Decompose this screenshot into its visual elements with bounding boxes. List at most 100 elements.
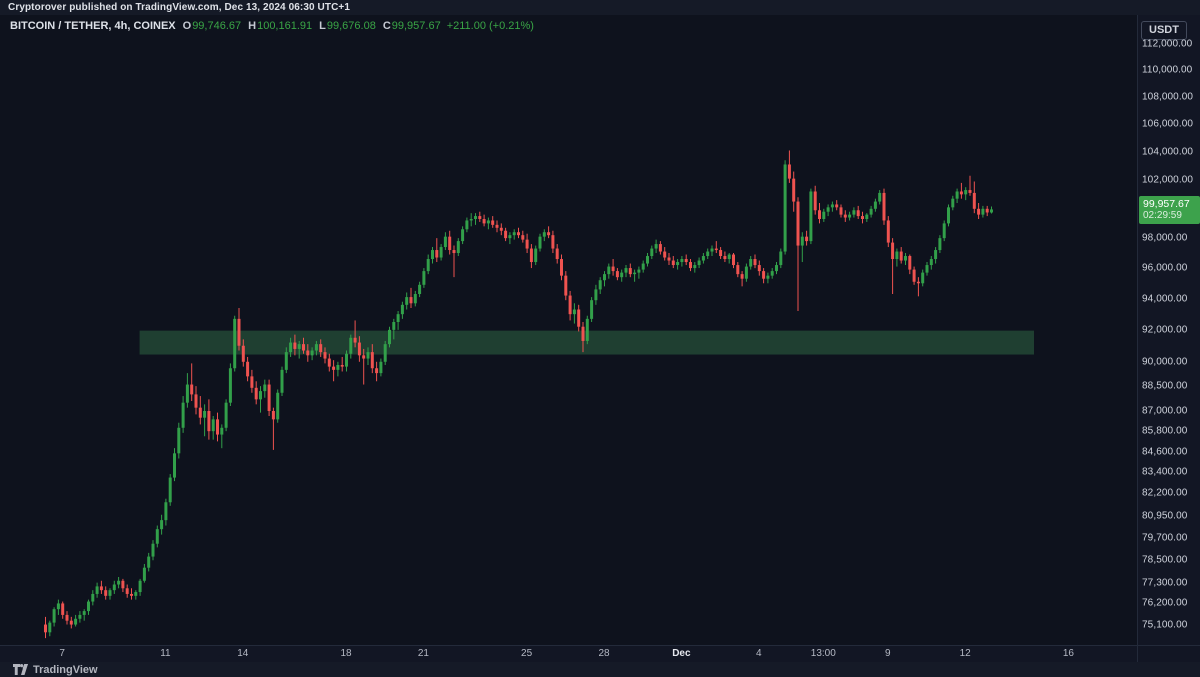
candle-body [345,353,348,367]
candle-body [74,618,78,625]
candle-body [762,271,766,279]
candle-body [112,584,116,591]
candle-body [843,214,847,218]
candle-body [985,208,989,213]
candle-body [977,208,981,215]
candle-body [181,402,185,428]
candle-body [904,256,907,261]
candle-body [155,529,159,544]
time-tick-label: 4 [756,648,762,659]
candle-body [289,342,293,353]
price-tick-label: 98,000.00 [1142,232,1188,244]
candle-body [375,368,379,374]
candle-body [439,247,443,258]
time-tick-label: 9 [885,648,891,659]
candle-body [929,259,933,266]
candle-body [899,251,903,261]
price-tick-label: 106,000.00 [1142,118,1194,130]
candle-body [796,201,800,246]
candle-body [491,220,495,225]
candle-body [388,329,391,345]
time-tick-label: 21 [417,648,429,659]
candle-body [908,256,912,270]
candle-body [581,326,585,341]
candle-body [620,272,624,278]
candle-body [379,361,383,374]
candle-body [710,248,714,252]
time-tick-label: 7 [59,648,65,659]
chart-pane[interactable]: BITCOIN / TETHER, 4h, COINEX O99,746.67 H1… [0,15,1137,645]
price-tick-label: 76,200.00 [1142,597,1188,609]
candle-body [637,269,641,273]
candle-body [443,236,447,248]
candle-body [641,263,645,270]
candle-body [964,190,968,195]
candle-body [839,207,843,215]
candle-body [327,358,331,367]
price-tick-label: 83,400.00 [1142,466,1188,478]
candle-body [891,242,895,260]
high-value: 100,161.91 [257,20,313,32]
candle-body [362,355,366,359]
time-axis[interactable]: 7 11 14 18 21 25 28 Dec 4 13:00 9 12 16 [0,645,1137,662]
candle-body [452,250,456,254]
candle-body [744,266,748,279]
candle-body [168,477,172,503]
low-value: 99,676.08 [326,20,376,32]
candle-body [719,250,723,257]
price-tick-label: 84,600.00 [1142,446,1188,458]
candle-body [297,344,301,349]
candle-body [800,236,804,246]
candle-body [886,220,890,243]
candle-body [349,337,353,354]
price-tick-label: 85,800.00 [1142,425,1188,437]
candle-body [340,365,344,367]
candle-body [792,178,796,202]
high-label: H [248,20,257,32]
candle-body [233,318,237,369]
candle-body [478,216,482,220]
chart-legend: BITCOIN / TETHER, 4h, COINEX O99,746.67 H1… [10,20,534,32]
price-tick-label: 88,500.00 [1142,380,1188,392]
candle-body [749,259,753,267]
candle-body [538,236,542,249]
candle-body [409,297,413,304]
candle-body [224,402,228,428]
tradingview-brand-text: TradingView [33,663,98,676]
candle-body [628,268,632,275]
candle-body [572,309,576,315]
candle-body [753,259,757,266]
candle-body [603,274,606,281]
tradingview-logo[interactable]: TradingView [13,664,98,676]
candle-body [370,352,374,369]
candle-body [52,609,56,623]
candle-body [177,427,181,454]
candle-body [276,392,280,420]
candle-body [654,244,658,249]
candle-body [650,248,654,257]
price-axis[interactable]: USDT 112,000.00 110,000.00 108,000.00 106,0… [1137,15,1200,645]
candle-body [560,259,563,276]
candle-body [981,208,985,215]
price-tick-label: 112,000.00 [1142,38,1193,50]
candle-body [972,192,976,209]
candle-body [237,318,241,346]
candle-body [861,216,864,220]
candle-body [555,248,559,260]
candle-body [783,164,787,252]
candle-body [942,223,946,239]
candle-body [48,622,52,633]
candle-body [684,259,688,263]
tradingview-logo-icon [13,664,28,675]
candle-body [332,366,336,370]
candle-body [959,191,963,195]
candlestick-chart[interactable] [0,15,1137,645]
candle-body [805,236,809,242]
candle-body [757,265,761,272]
price-tick-label: 110,000.00 [1142,64,1193,76]
currency-toggle[interactable]: USDT [1141,21,1187,40]
candle-body [104,590,108,596]
candle-body [938,238,942,251]
candle-body [314,344,318,351]
candle-body [925,265,929,273]
